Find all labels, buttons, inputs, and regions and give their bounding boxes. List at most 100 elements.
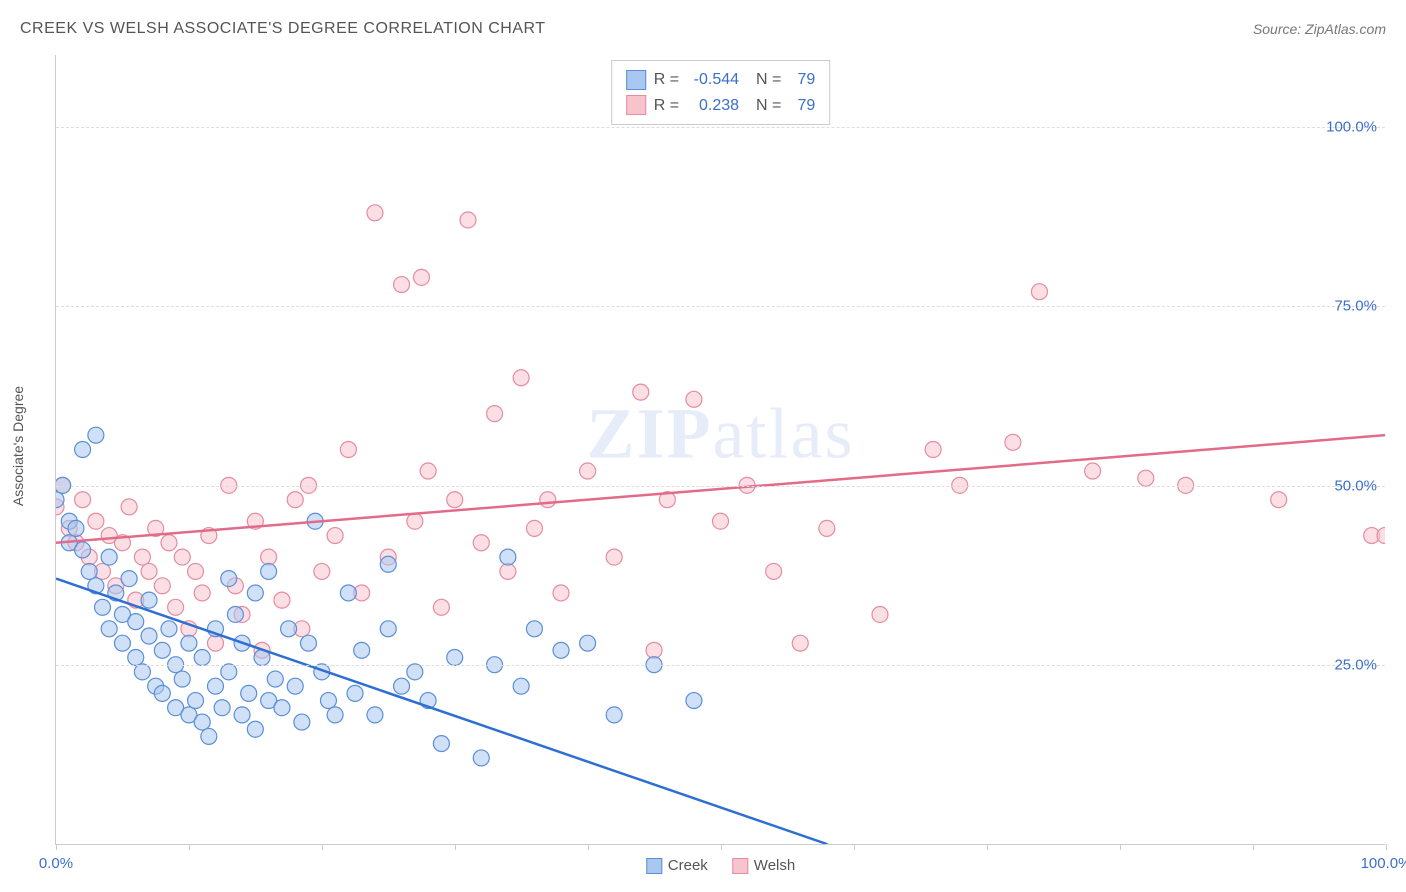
- scatter-point: [413, 269, 429, 285]
- scatter-point: [287, 492, 303, 508]
- scatter-point: [168, 599, 184, 615]
- scatter-point: [234, 707, 250, 723]
- n-label: N =: [747, 67, 781, 93]
- scatter-point: [188, 563, 204, 579]
- scatter-point: [154, 642, 170, 658]
- scatter-point: [287, 678, 303, 694]
- series-legend: Creek Welsh: [646, 857, 795, 874]
- scatter-point: [114, 635, 130, 651]
- welsh-swatch-bottom: [732, 858, 748, 874]
- scatter-point: [646, 642, 662, 658]
- scatter-point: [194, 650, 210, 666]
- creek-label: Creek: [668, 857, 708, 874]
- scatter-point: [121, 571, 137, 587]
- scatter-point: [181, 635, 197, 651]
- scatter-point: [367, 707, 383, 723]
- scatter-point: [101, 549, 117, 565]
- scatter-point: [633, 384, 649, 400]
- scatter-point: [1005, 434, 1021, 450]
- chart-svg: [56, 55, 1385, 844]
- scatter-point: [141, 592, 157, 608]
- welsh-n-value: 79: [789, 93, 815, 119]
- scatter-point: [247, 585, 263, 601]
- scatter-point: [686, 391, 702, 407]
- scatter-point: [500, 549, 516, 565]
- scatter-point: [88, 427, 104, 443]
- scatter-point: [320, 693, 336, 709]
- scatter-point: [101, 621, 117, 637]
- scatter-point: [194, 585, 210, 601]
- scatter-point: [460, 212, 476, 228]
- creek-swatch: [626, 70, 646, 90]
- scatter-point: [606, 707, 622, 723]
- creek-r-value: -0.544: [687, 67, 739, 93]
- scatter-point: [500, 563, 516, 579]
- scatter-point: [207, 635, 223, 651]
- scatter-point: [540, 492, 556, 508]
- scatter-point: [261, 549, 277, 565]
- x-tick-label: 100.0%: [1361, 855, 1406, 872]
- scatter-point: [75, 492, 91, 508]
- legend-row-welsh: R = 0.238 N = 79: [626, 93, 816, 119]
- scatter-point: [447, 650, 463, 666]
- scatter-point: [134, 549, 150, 565]
- creek-n-value: 79: [789, 67, 815, 93]
- scatter-point: [161, 535, 177, 551]
- scatter-point: [314, 563, 330, 579]
- scatter-point: [128, 650, 144, 666]
- legend-row-creek: R = -0.544 N = 79: [626, 67, 816, 93]
- legend-item-creek: Creek: [646, 857, 708, 874]
- correlation-legend: R = -0.544 N = 79 R = 0.238 N = 79: [611, 60, 831, 125]
- scatter-point: [606, 549, 622, 565]
- scatter-point: [75, 442, 91, 458]
- scatter-point: [221, 571, 237, 587]
- scatter-point: [713, 513, 729, 529]
- scatter-point: [81, 563, 97, 579]
- scatter-point: [819, 520, 835, 536]
- scatter-point: [553, 642, 569, 658]
- scatter-point: [141, 563, 157, 579]
- y-tick-label: 75.0%: [1334, 298, 1377, 315]
- y-axis-label: Associate's Degree: [10, 386, 26, 506]
- scatter-point: [553, 585, 569, 601]
- welsh-label: Welsh: [754, 857, 795, 874]
- scatter-point: [394, 678, 410, 694]
- plot-area: ZIPatlas 25.0%50.0%75.0%100.0% 0.0%100.0…: [55, 55, 1385, 845]
- scatter-point: [380, 556, 396, 572]
- scatter-point: [526, 621, 542, 637]
- scatter-point: [88, 513, 104, 529]
- scatter-point: [227, 606, 243, 622]
- scatter-point: [340, 585, 356, 601]
- scatter-point: [354, 642, 370, 658]
- scatter-point: [473, 535, 489, 551]
- r-label: R =: [654, 67, 679, 93]
- scatter-point: [433, 599, 449, 615]
- scatter-point: [1031, 284, 1047, 300]
- scatter-point: [420, 463, 436, 479]
- scatter-point: [68, 520, 84, 536]
- scatter-point: [121, 499, 137, 515]
- scatter-point: [1271, 492, 1287, 508]
- scatter-point: [161, 621, 177, 637]
- scatter-point: [301, 635, 317, 651]
- scatter-point: [433, 736, 449, 752]
- scatter-point: [1085, 463, 1101, 479]
- scatter-point: [174, 671, 190, 687]
- scatter-point: [1138, 470, 1154, 486]
- scatter-point: [394, 277, 410, 293]
- scatter-point: [580, 635, 596, 651]
- source-attribution: Source: ZipAtlas.com: [1253, 21, 1386, 37]
- scatter-point: [872, 606, 888, 622]
- y-tick-label: 50.0%: [1334, 477, 1377, 494]
- chart-title: CREEK VS WELSH ASSOCIATE'S DEGREE CORREL…: [20, 20, 546, 38]
- creek-swatch-bottom: [646, 858, 662, 874]
- scatter-point: [95, 599, 111, 615]
- x-tick-label: 0.0%: [39, 855, 73, 872]
- scatter-point: [174, 549, 190, 565]
- scatter-point: [340, 442, 356, 458]
- scatter-point: [188, 693, 204, 709]
- scatter-point: [201, 728, 217, 744]
- scatter-point: [380, 621, 396, 637]
- scatter-point: [267, 671, 283, 687]
- scatter-point: [294, 714, 310, 730]
